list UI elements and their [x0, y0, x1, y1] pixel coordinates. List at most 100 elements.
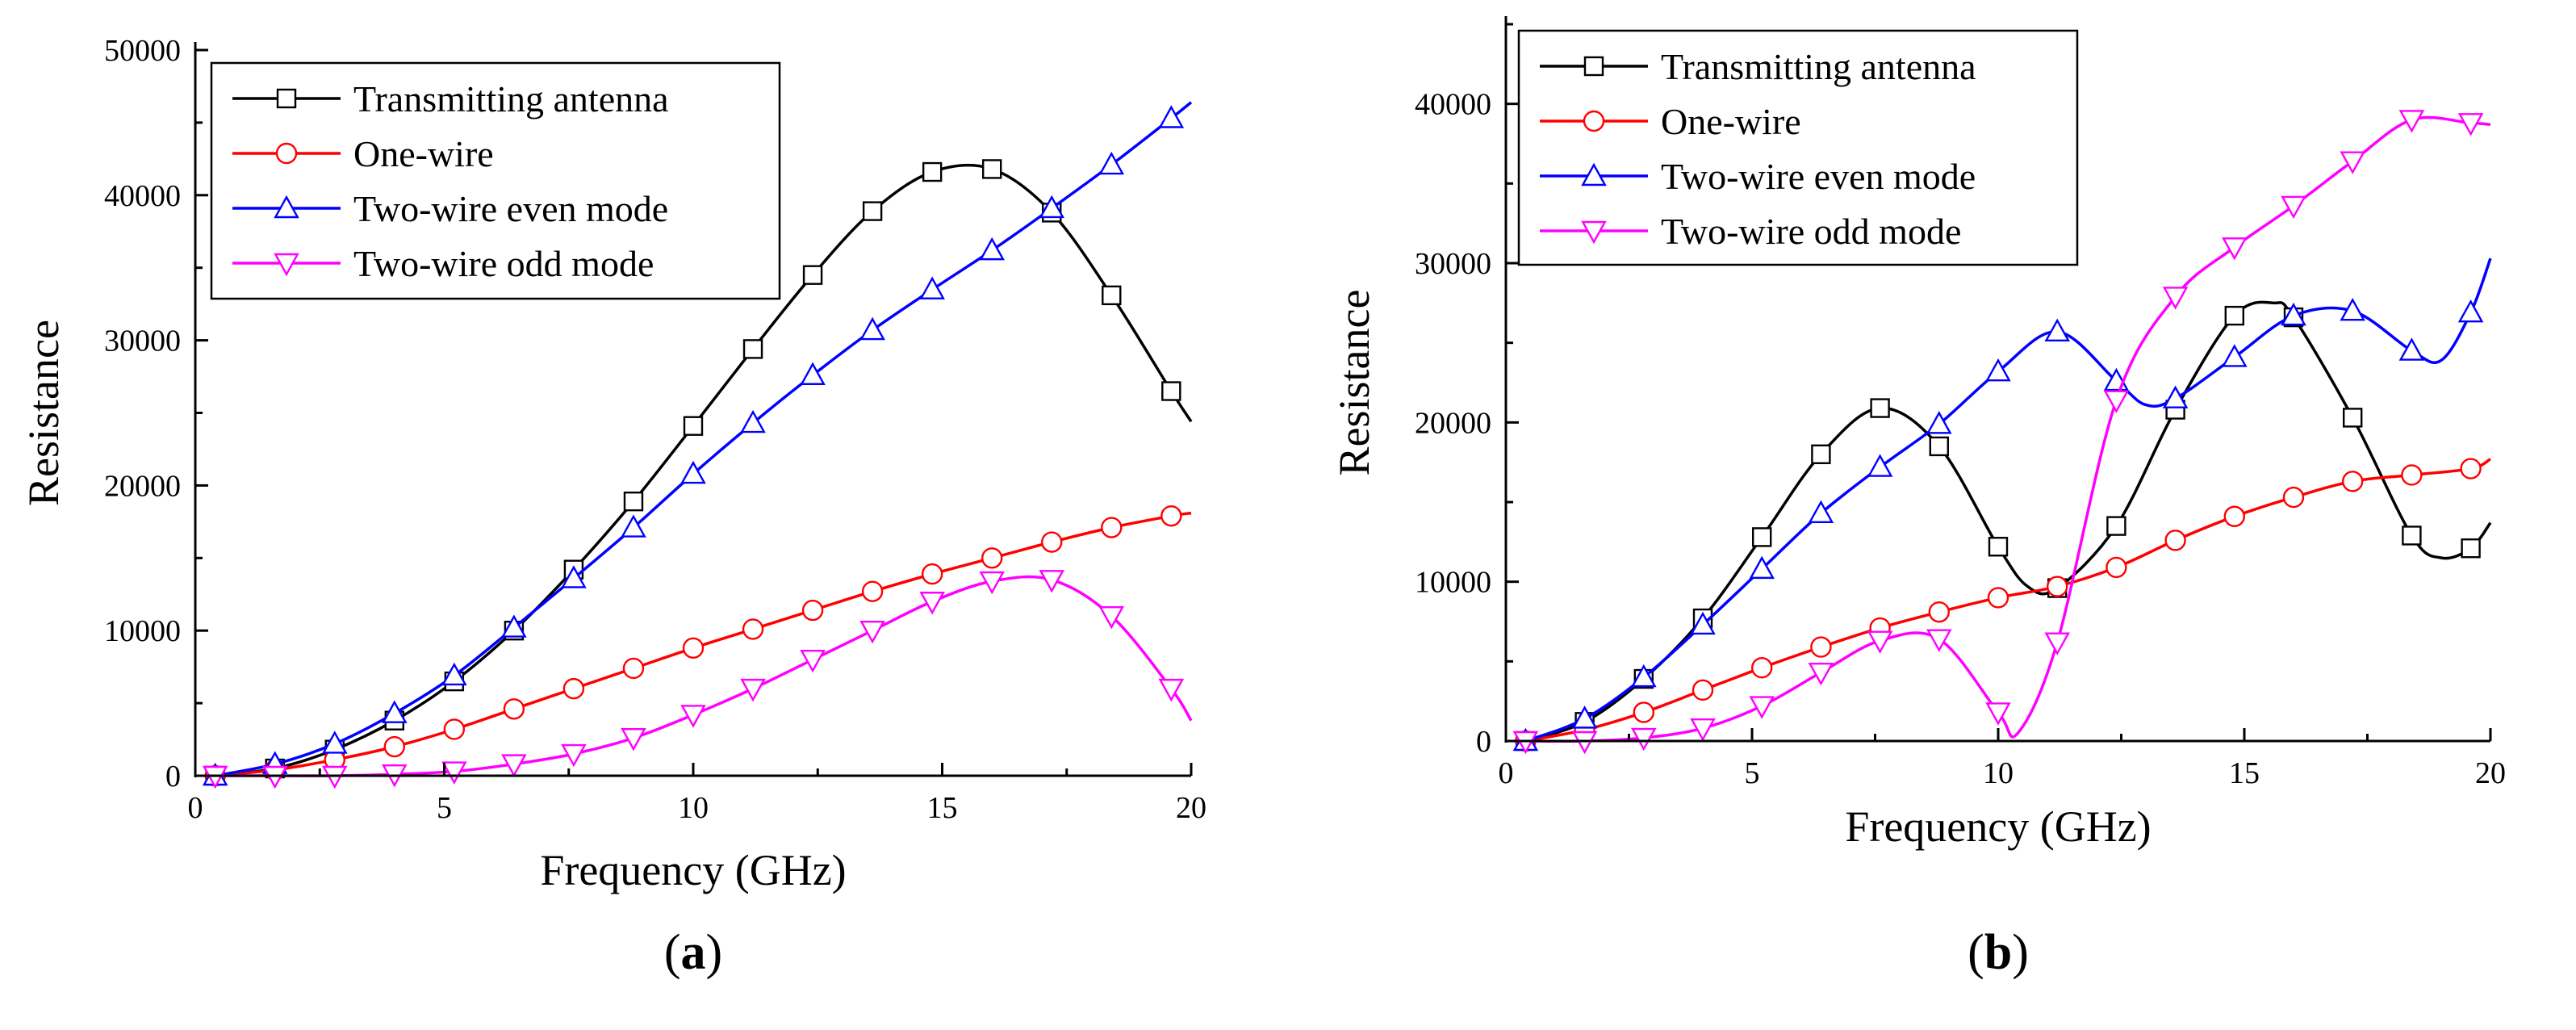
x-tick-label: 15	[2229, 756, 2260, 790]
y-tick-label: 50000	[104, 34, 181, 68]
data-point	[2106, 516, 2126, 536]
data-point	[981, 547, 1003, 569]
legend-a: Transmitting antenna One-wire Two-wire eve…	[210, 61, 781, 300]
axes-b: 0 5 10 15 20 0 10000 20000 30000 40000	[1415, 16, 2506, 790]
legend-marker	[275, 142, 298, 165]
x-tick-label: 15	[927, 791, 958, 825]
data-point	[561, 565, 587, 588]
y-tick-label: 40000	[104, 179, 181, 213]
data-point	[2162, 385, 2189, 408]
legend-label: One-wire	[353, 133, 494, 174]
data-point	[1810, 636, 1832, 658]
data-point	[2340, 151, 2365, 174]
data-point	[2281, 195, 2306, 220]
data-point	[1811, 444, 1831, 464]
x-axis-label: Frequency (GHz)	[1845, 802, 2151, 851]
data-point	[1041, 531, 1063, 553]
x-axis-label: Frequency (GHz)	[540, 846, 846, 894]
data-point	[680, 705, 706, 728]
data-point	[919, 276, 945, 299]
data-point	[802, 265, 823, 285]
data-point	[683, 416, 704, 436]
x-tick-label: 20	[2475, 756, 2506, 790]
data-point	[1987, 587, 2009, 609]
data-point	[501, 614, 527, 638]
legend-label: Two-wire odd mode	[353, 243, 654, 284]
data-point	[1929, 436, 1949, 457]
legend-marker	[276, 88, 297, 109]
y-axis-label: Resistance	[19, 320, 68, 506]
data-point	[1870, 398, 1890, 418]
x-tick-label: 0	[1499, 756, 1514, 790]
x-tick-label: 0	[188, 791, 203, 825]
series-line	[1524, 258, 2492, 743]
data-point	[682, 637, 705, 659]
x-tick-label: 10	[1983, 756, 2014, 790]
data-point	[1808, 500, 1834, 524]
chart-panel-b: 0 5 10 15 20 0 10000 20000 30000 40000 Frequency (…	[1288, 0, 2576, 1030]
data-point	[562, 677, 585, 700]
data-point	[859, 316, 885, 341]
y-tick-label: 40000	[1415, 88, 1491, 122]
data-point	[321, 731, 348, 754]
legend-label: One-wire	[1661, 101, 1801, 142]
data-point	[2457, 299, 2484, 323]
data-point	[742, 618, 764, 640]
chart-a-svg: 0 5 10 15 20 0 10000 20000 30000 40000 50000 Freque…	[19, 34, 1206, 980]
data-point	[2103, 390, 2130, 413]
y-tick-label: 0	[165, 760, 181, 793]
y-tick-label: 20000	[104, 469, 181, 503]
data-point	[1692, 679, 1714, 701]
data-point	[2047, 576, 2068, 597]
data-point	[1631, 664, 1657, 688]
data-point	[1098, 151, 1125, 175]
series-b-2	[1515, 458, 2491, 752]
data-point	[501, 754, 527, 777]
data-point	[622, 657, 645, 680]
data-point	[503, 698, 525, 720]
data-point	[1867, 630, 1893, 654]
data-point	[2457, 113, 2484, 136]
data-point	[623, 491, 644, 512]
legend-label: Two-wire even mode	[353, 188, 668, 229]
data-point	[740, 409, 766, 433]
series-a-3	[202, 101, 1193, 786]
data-point	[621, 728, 646, 752]
data-point	[680, 460, 706, 484]
data-point	[2222, 344, 2248, 367]
legend-marker	[1581, 162, 1607, 186]
y-tick-label: 30000	[104, 324, 181, 358]
y-tick-label: 10000	[1415, 566, 1491, 600]
legend-box	[1517, 29, 2079, 266]
data-point	[2461, 538, 2481, 559]
data-point	[1985, 358, 2011, 382]
legend-label: Two-wire odd mode	[1661, 211, 1961, 252]
data-point	[2402, 525, 2422, 546]
data-point	[1749, 696, 1775, 719]
data-point	[1808, 662, 1834, 686]
data-point	[383, 735, 405, 758]
data-point	[2223, 505, 2246, 527]
panel-label: (b)	[1968, 925, 2029, 980]
legend-marker	[274, 195, 299, 219]
data-point	[382, 700, 408, 723]
data-point	[859, 621, 885, 644]
data-point	[1751, 657, 1773, 679]
data-point	[1098, 606, 1125, 630]
legend-label: Transmitting antenna	[1661, 46, 1976, 87]
data-point	[2398, 337, 2425, 361]
x-tick-label: 10	[678, 791, 709, 825]
data-point	[1633, 701, 1654, 723]
data-point	[740, 678, 766, 702]
data-point	[862, 201, 883, 221]
data-point	[441, 662, 467, 686]
data-point	[2106, 556, 2127, 579]
data-point	[2281, 302, 2306, 326]
data-point	[1102, 285, 1122, 306]
legend-marker	[274, 253, 299, 277]
data-point	[2341, 471, 2364, 492]
x-tick-label: 5	[437, 791, 452, 825]
axes-a: 0 5 10 15 20 0 10000 20000 30000 40000 50000	[104, 34, 1206, 825]
data-point	[922, 161, 943, 182]
data-point	[2340, 297, 2365, 321]
